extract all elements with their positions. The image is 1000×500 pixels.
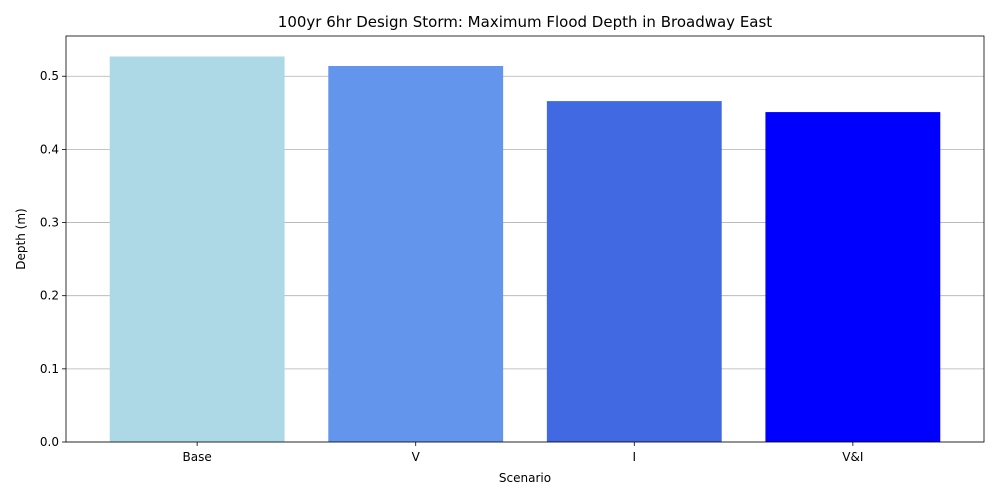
y-tick-label: 0.0 xyxy=(40,435,59,449)
plot-area-frame xyxy=(65,35,985,443)
bar-v xyxy=(328,65,504,442)
bars xyxy=(109,56,941,443)
x-tick-label: Base xyxy=(183,450,212,464)
x-tick-label: V xyxy=(412,450,421,464)
y-tick-label: 0.3 xyxy=(40,216,59,230)
x-tick-label: V&I xyxy=(842,450,863,464)
bar-base xyxy=(109,56,285,443)
y-axis-ticks: 0.0 0.1 0.2 0.3 0.4 0.5 xyxy=(40,69,66,449)
x-axis-label: Scenario xyxy=(499,471,551,485)
bar-i xyxy=(546,101,722,442)
bar-v-i xyxy=(765,112,941,442)
y-tick-label: 0.5 xyxy=(40,69,59,83)
y-tick-label: 0.2 xyxy=(40,289,59,303)
y-tick-label: 0.4 xyxy=(40,142,59,156)
chart-title: 100yr 6hr Design Storm: Maximum Flood De… xyxy=(278,13,773,31)
x-axis-ticks: Base V I V&I xyxy=(183,442,863,464)
x-tick-label: I xyxy=(633,450,637,464)
y-tick-label: 0.1 xyxy=(40,362,59,376)
y-axis-label: Depth (m) xyxy=(14,208,28,269)
